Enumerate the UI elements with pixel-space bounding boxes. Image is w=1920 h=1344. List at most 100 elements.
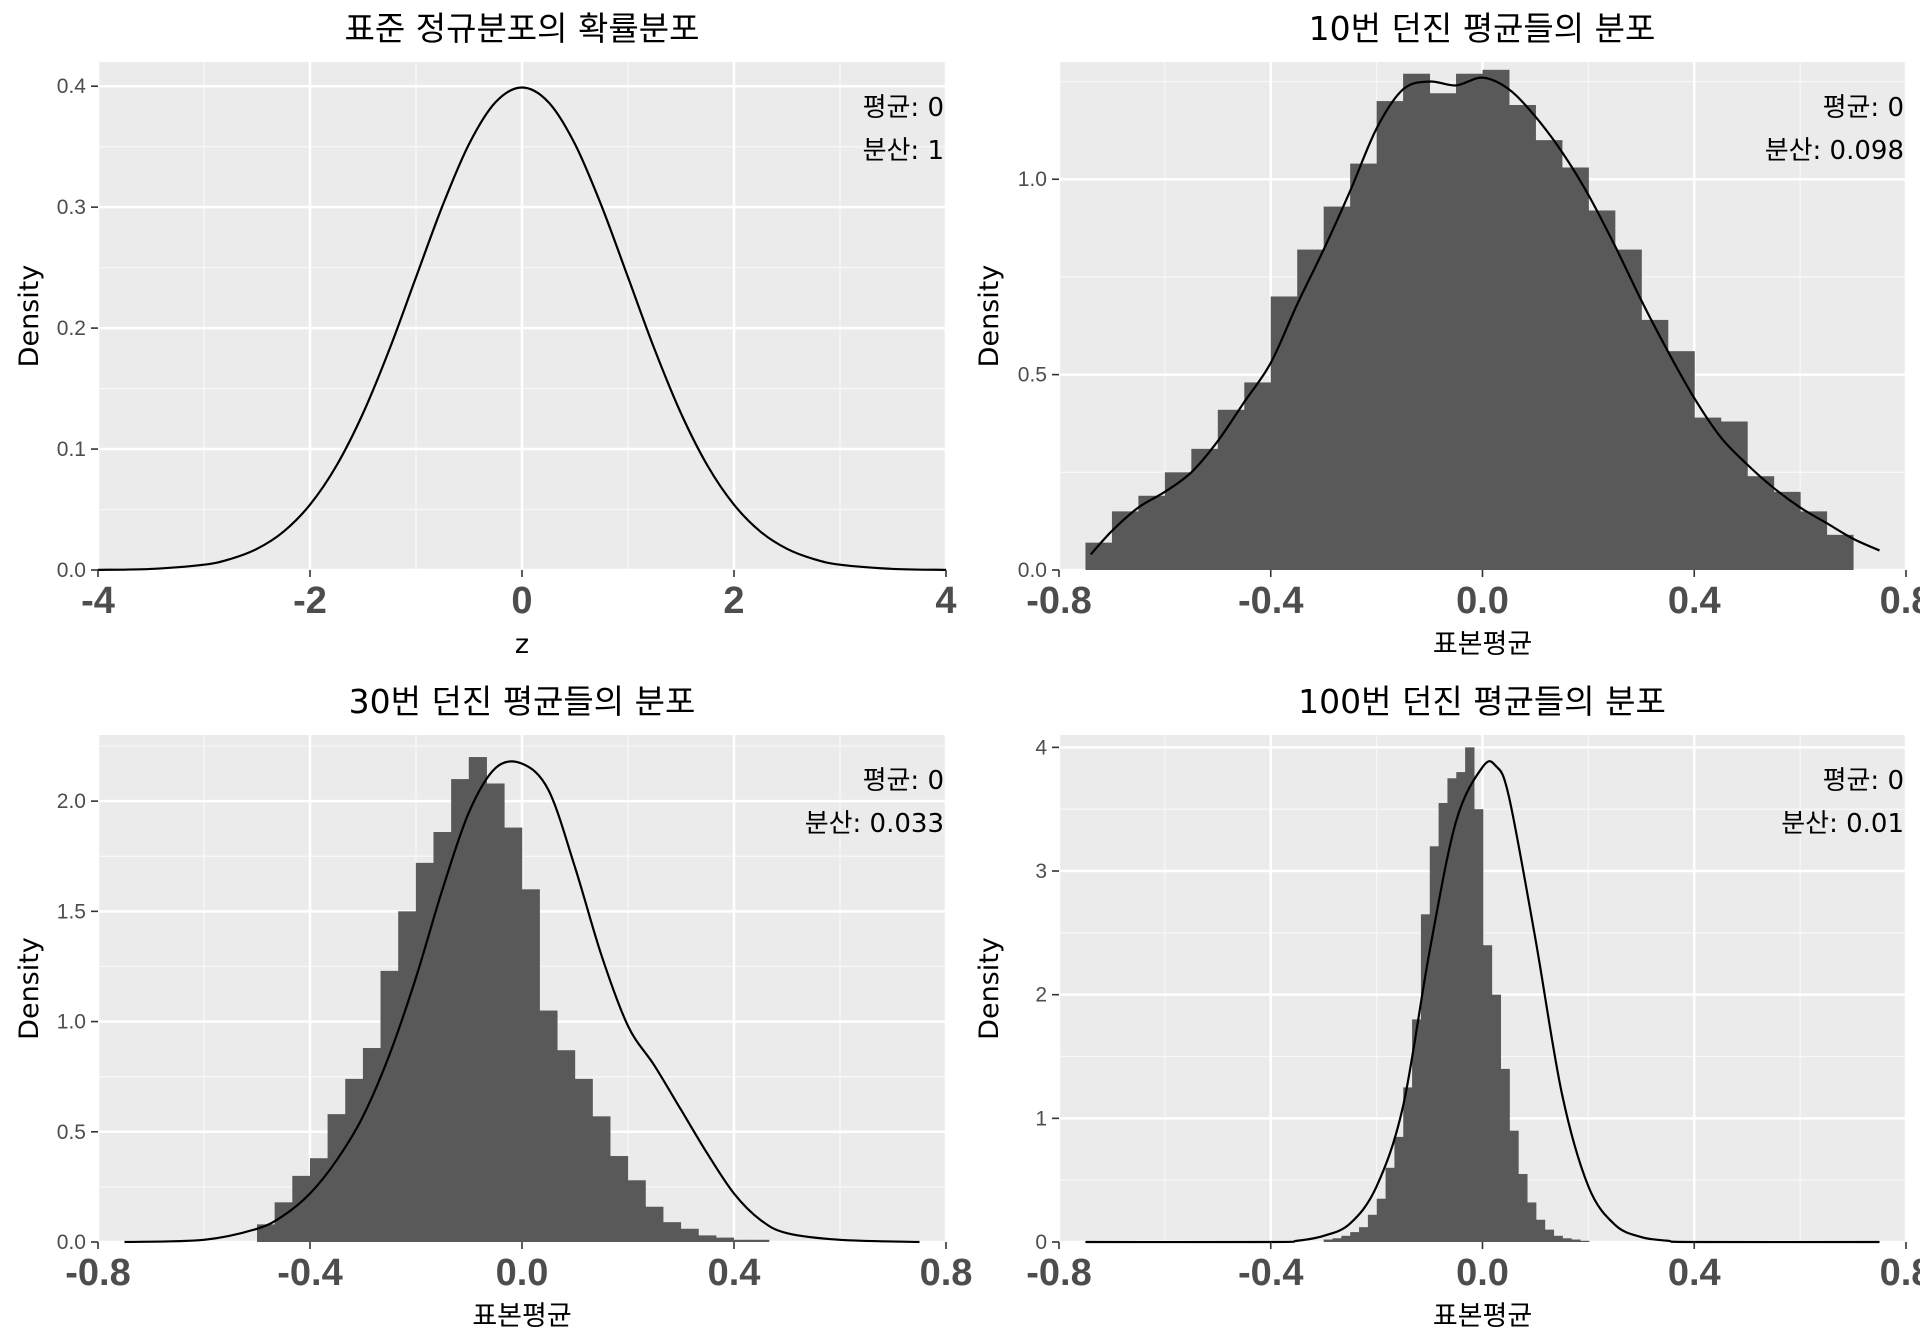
histogram-bar <box>1376 101 1404 571</box>
y-tick-label: 2.0 <box>57 790 86 813</box>
histogram-bar <box>1747 476 1775 570</box>
histogram-bar <box>1447 778 1457 1242</box>
panel-4: -0.8 -0.4 0.0 0.4 0.8 0 1 2 3 4 100번 던진 평균들의 분포표본평… <box>974 682 1920 1332</box>
y-axis-title: Density <box>14 937 45 1040</box>
density-line <box>97 86 947 571</box>
histogram-bar <box>1323 1239 1334 1242</box>
panel-title: 10번 던진 평균들의 분포 <box>1309 9 1656 48</box>
histogram-bar <box>345 1078 364 1242</box>
x-tick-label: -0.4 <box>277 1252 342 1294</box>
histogram-bar <box>309 1158 329 1242</box>
x-tick-label: 0.4 <box>1668 1252 1721 1294</box>
histogram-bar <box>1491 994 1501 1242</box>
x-tick-label: 0.8 <box>1880 1252 1920 1294</box>
histogram-bar <box>1667 351 1695 570</box>
histogram-bar <box>1535 140 1563 570</box>
histogram-bar <box>1323 206 1351 571</box>
histogram-bar <box>1482 945 1493 1242</box>
histogram-bar <box>662 1222 682 1242</box>
histogram-bar <box>1641 319 1669 570</box>
x-tick-label: -0.4 <box>1238 1252 1303 1294</box>
y-tick-label: 0.0 <box>1018 559 1047 582</box>
histogram-bar <box>1244 382 1272 570</box>
x-tick-label: 2 <box>723 580 744 622</box>
histogram-bar <box>1518 1173 1528 1242</box>
histogram-bar <box>1826 534 1854 570</box>
x-tick-label: 0.8 <box>1880 580 1920 622</box>
histogram-bar <box>1341 1235 1351 1242</box>
x-tick-label: 0.0 <box>1456 580 1509 622</box>
x-axis-title: z <box>515 629 529 660</box>
panel-title: 100번 던진 평균들의 분포 <box>1298 682 1666 721</box>
x-tick-label: 0.4 <box>708 1252 761 1294</box>
histogram-bar <box>1412 1019 1422 1242</box>
histogram-bar <box>433 831 452 1242</box>
y-tick-label: 0.4 <box>57 75 87 98</box>
histogram-bar <box>1553 1235 1563 1242</box>
histogram-bar <box>1473 809 1484 1242</box>
panel-1: -4 -2 0 2 4 0.0 0.1 0.2 0.3 0.4 표준 정규분포의 확률분포 z Dens… <box>14 9 957 660</box>
histogram-bar <box>362 1048 382 1242</box>
y-tick-label: 1.0 <box>57 1011 86 1034</box>
histogram-bar <box>557 1050 576 1242</box>
y-tick-label: 4 <box>1035 736 1047 759</box>
histogram-bar <box>1403 73 1431 570</box>
y-axis-title: Density <box>14 265 45 368</box>
histogram-bar <box>1535 1219 1546 1242</box>
histogram-bar <box>1544 1229 1555 1242</box>
axes: -0.8 -0.4 0.0 0.4 0.8 0.0 0.5 1.0 1.5 2.0 <box>57 790 973 1294</box>
histogram-bar <box>715 1237 735 1242</box>
histogram-bar <box>1367 1214 1378 1242</box>
histogram-bar <box>1350 1232 1360 1242</box>
histogram-bar <box>1720 421 1748 570</box>
histogram-bar <box>1509 1130 1519 1242</box>
panel-title: 표준 정규분포의 확률분포 <box>345 9 700 48</box>
mean-annotation: 평균: 0 <box>1823 766 1904 796</box>
x-tick-label: 0 <box>511 580 532 622</box>
histogram <box>1323 747 1590 1242</box>
histogram-bar <box>1085 542 1113 570</box>
histogram-bar <box>1164 472 1192 570</box>
histogram-bar <box>1297 249 1325 571</box>
variance-annotation: 분산: 0.01 <box>1781 809 1904 839</box>
histogram-bar <box>1456 772 1466 1242</box>
y-tick-label: 0.0 <box>57 1231 86 1254</box>
histogram-bar <box>1429 846 1440 1242</box>
x-tick-label: -0.8 <box>1026 1252 1091 1294</box>
histogram-bar <box>1332 1238 1342 1242</box>
panel-3: -0.8 -0.4 0.0 0.4 0.8 0.0 0.5 1.0 1.5 2.0 30번 던진 평… <box>14 682 972 1332</box>
variance-annotation: 분산: 1 <box>863 136 944 166</box>
histogram-bar <box>1508 104 1536 570</box>
y-tick-label: 0.0 <box>57 559 86 582</box>
histogram-bar <box>1138 495 1166 570</box>
histogram-bar <box>1456 73 1483 570</box>
x-tick-label: -2 <box>293 580 327 622</box>
histogram-bar <box>486 783 505 1242</box>
histogram-bar <box>1571 1239 1581 1242</box>
histogram-bar <box>733 1239 752 1242</box>
mean-annotation: 평균: 0 <box>1823 93 1904 123</box>
histogram-bar <box>1562 1238 1572 1242</box>
y-tick-label: 0.5 <box>1018 364 1047 387</box>
axes: -4 -2 0 2 4 0.0 0.1 0.2 0.3 0.4 <box>57 75 957 622</box>
y-tick-label: 1.5 <box>57 900 86 923</box>
histogram-bar <box>645 1206 664 1242</box>
histogram-bar <box>504 827 523 1242</box>
density-curve <box>1085 760 1880 1244</box>
histogram-bar <box>1527 1202 1537 1242</box>
histogram-bar <box>1561 167 1589 570</box>
histogram-bar <box>398 911 417 1242</box>
histogram-bar <box>327 1114 346 1242</box>
histogram-bar <box>539 1010 558 1242</box>
y-tick-label: 1.0 <box>1018 168 1047 191</box>
y-tick-label: 0.3 <box>57 196 86 219</box>
histogram-bar <box>292 1175 311 1242</box>
histogram-bar <box>380 970 399 1242</box>
y-tick-label: 1 <box>1035 1107 1047 1130</box>
histogram-bar <box>1580 1240 1590 1242</box>
x-axis-title: 표본평균 <box>1433 629 1532 660</box>
histogram-bar <box>592 1116 611 1242</box>
y-tick-label: 0.1 <box>57 438 86 461</box>
histogram-bar <box>1500 1068 1510 1242</box>
histogram-bar <box>574 1078 593 1242</box>
